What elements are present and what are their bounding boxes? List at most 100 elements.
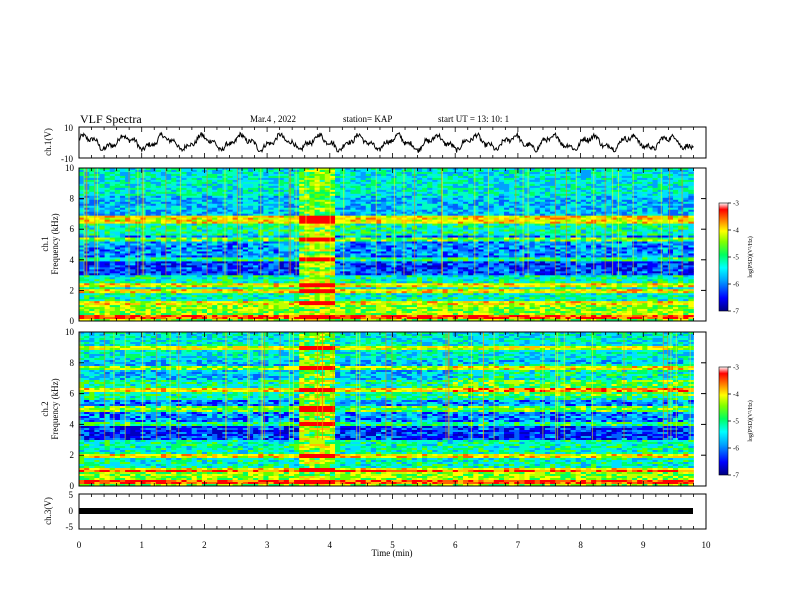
spectrogram-cell: [637, 191, 643, 195]
spectrogram-cell: [457, 193, 464, 197]
spectrogram-cell: [227, 185, 234, 189]
spectrogram-cell: [596, 177, 602, 181]
spectrogram-cell: [196, 203, 203, 207]
spectrogram-cell: [294, 169, 300, 173]
spectrogram-cell: [406, 171, 413, 175]
spectrogram-cell: [294, 197, 300, 201]
spectrogram-cell: [375, 193, 382, 197]
spectrogram-cell: [89, 187, 95, 191]
spectrogram-cell: [596, 195, 602, 199]
spectrogram-cell: [283, 171, 290, 175]
spectrogram-cell: [232, 201, 239, 205]
spectrogram-cell: [601, 207, 607, 211]
spectrogram-cell: [678, 191, 684, 195]
spectrogram-cell: [263, 193, 269, 197]
spectrogram-cell: [155, 171, 162, 175]
spectrogram-cell: [447, 205, 454, 209]
spectrogram-cell: [304, 169, 310, 173]
spectrogram-cell: [657, 201, 664, 205]
spectrogram-cell: [253, 207, 259, 211]
spectrogram-cell: [145, 185, 152, 189]
spectrogram-cell: [626, 203, 633, 207]
spectrogram-cell: [329, 171, 336, 175]
spectrogram-cell: [104, 177, 111, 181]
spectrogram-cell: [565, 169, 571, 173]
spectrogram-cell: [575, 191, 582, 195]
spectrogram-cell: [662, 207, 669, 211]
spectrogram-cell: [294, 187, 300, 191]
spectrogram-cell: [314, 183, 321, 187]
spectrogram-cell: [130, 199, 136, 203]
spectrogram-cell: [406, 201, 413, 205]
spectrogram-cell: [155, 207, 162, 211]
spectrogram-cell: [176, 181, 182, 185]
spectrogram-cell: [647, 171, 653, 175]
spectrogram-cell: [601, 201, 607, 205]
spectrogram-cell: [207, 171, 213, 175]
spectrogram-cell: [381, 179, 387, 183]
spectrogram-cell: [488, 207, 495, 211]
spectrogram-cell: [637, 179, 643, 183]
spectrogram-cell: [109, 201, 116, 205]
spectrogram-cell: [493, 169, 500, 173]
spectrogram-cell: [370, 181, 377, 185]
spectrogram-cell: [652, 191, 659, 195]
spectrogram-cell: [247, 168, 254, 171]
spectrogram-cell: [350, 197, 356, 201]
spectrogram-cell: [263, 205, 269, 209]
spectrogram-cell: [416, 177, 423, 181]
spectrogram-cell: [529, 189, 536, 193]
spectrogram-cell: [242, 185, 249, 189]
spectrogram-cell: [79, 173, 85, 177]
spectrogram-cell: [109, 191, 116, 195]
spectrogram-cell: [672, 179, 679, 183]
spectrogram-cell: [570, 181, 577, 185]
spectrogram-cell: [550, 168, 556, 171]
spectrogram-cell: [688, 193, 694, 197]
spectrogram-cell: [247, 205, 254, 209]
spectrogram-cell: [550, 185, 556, 189]
spectrogram-cell: [667, 175, 674, 179]
spectrogram-cell: [637, 195, 643, 199]
spectrogram-cell: [626, 177, 633, 181]
spectrogram-cell: [509, 171, 515, 175]
spectrogram-cell: [493, 199, 500, 203]
spectrogram-cell: [176, 191, 182, 195]
spectrogram-cell: [278, 205, 285, 209]
spectrogram-cell: [155, 197, 162, 201]
spectrogram-cell: [596, 187, 602, 191]
spectrogram-cell: [406, 193, 413, 197]
spectrogram-cell: [89, 201, 95, 205]
spectrogram-cell: [406, 179, 413, 183]
spectrogram-cell: [555, 201, 561, 205]
spectrogram-cell: [447, 189, 454, 193]
spectrogram-cell: [232, 177, 239, 181]
spectrogram-cell: [375, 185, 382, 189]
spectrogram-cell: [416, 173, 423, 177]
spectrogram-cell: [375, 207, 382, 211]
spectrogram-cell: [678, 189, 684, 193]
spectrogram-cell: [365, 187, 372, 191]
spectrogram-cell: [493, 181, 500, 185]
spectrogram-cell: [519, 207, 525, 211]
spectrogram-cell: [125, 203, 131, 207]
spectrogram-cell: [375, 195, 382, 199]
spectrogram-cell: [422, 173, 428, 177]
spectrogram-cell: [524, 207, 530, 211]
spectrogram-cell: [79, 175, 85, 179]
spectrogram-cell: [662, 171, 669, 175]
spectrogram-cell: [232, 203, 239, 207]
spectrogram-cell: [381, 173, 387, 177]
spectrogram-cell: [150, 193, 157, 197]
spectrogram-cell: [442, 169, 449, 173]
spectrogram-cell: [544, 187, 551, 191]
spectrogram-cell: [493, 173, 500, 177]
spectrogram-cell: [606, 201, 612, 205]
spectrogram-cell: [386, 203, 392, 207]
spectrogram-cell: [335, 177, 341, 181]
spectrogram-cell: [662, 189, 669, 193]
spectrogram-cell: [324, 197, 331, 201]
spectrogram-cell: [278, 169, 285, 173]
spectrogram-cell: [688, 203, 694, 207]
spectrogram-cell: [524, 205, 530, 209]
